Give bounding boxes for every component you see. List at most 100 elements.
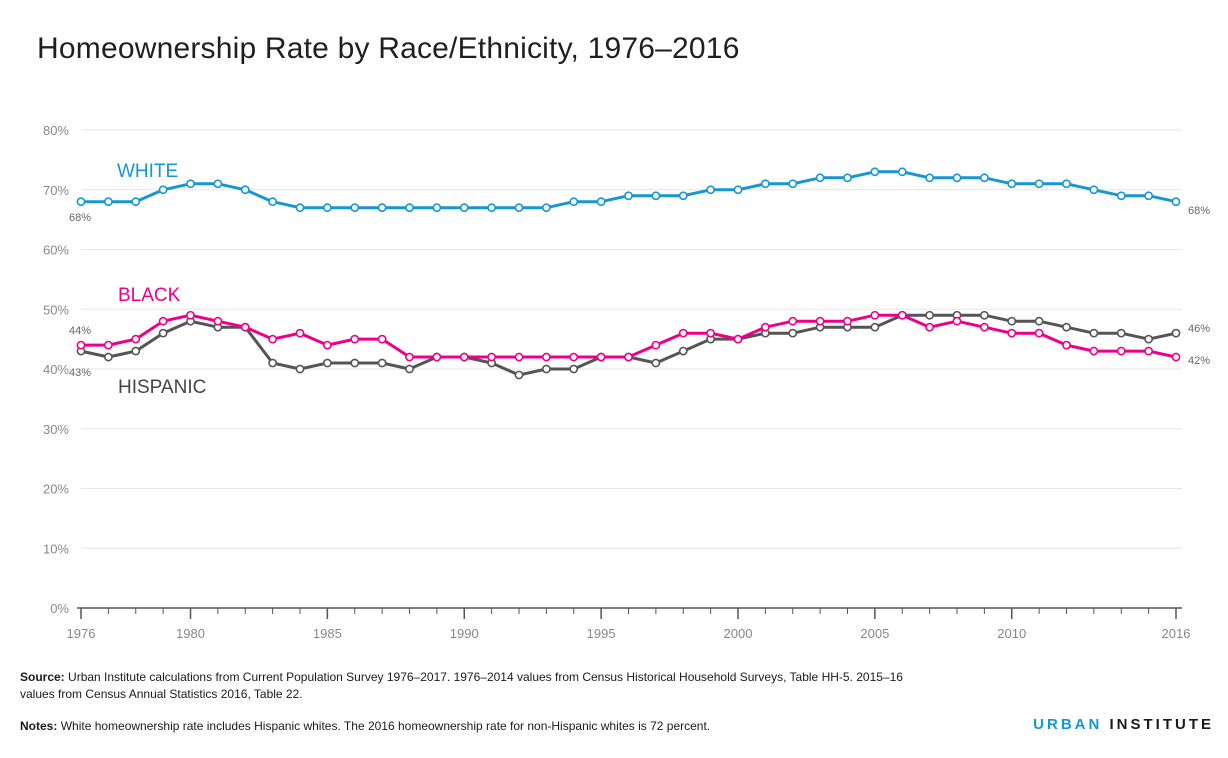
data-point-white [459,203,469,213]
data-point-black [1144,346,1154,356]
start-label-hispanic: 43% [69,367,91,379]
data-point-white [1171,197,1181,207]
data-point-white [1144,191,1154,201]
data-point-white [569,197,579,207]
data-point-black [541,352,551,362]
data-point-white [350,203,360,213]
data-point-black [815,316,825,326]
data-point-hispanic [103,352,113,362]
data-point-white [788,179,798,189]
data-point-white [131,197,141,207]
data-point-hispanic [377,358,387,368]
data-point-black [76,340,86,350]
data-point-hispanic [1171,328,1181,338]
data-point-black [186,310,195,320]
data-point-hispanic [1116,328,1126,338]
data-point-black [103,340,113,350]
data-point-white [843,173,852,183]
data-point-white [760,179,770,189]
data-point-white [897,167,907,177]
data-point-black [1089,346,1099,356]
data-point-black [459,352,469,362]
line-chart: 0% 10% 20% 30% 40% 50% 60% 70% 80% 1976 1980 1985 19… [43,123,1210,641]
y-tick-label: 80% [43,123,69,138]
data-point-black [870,310,880,320]
data-point-white [295,203,305,213]
data-point-black [377,334,387,344]
data-point-black [925,322,935,332]
data-point-black [322,340,332,350]
data-point-white [1116,191,1126,201]
end-label-white: 68% [1188,205,1210,217]
data-point-hispanic [925,310,935,320]
data-point-hispanic [651,358,661,368]
data-point-white [103,197,113,207]
data-point-hispanic [322,358,332,368]
data-point-hispanic [1034,316,1044,326]
data-point-black [733,334,743,344]
data-point-black [979,322,989,332]
y-tick-label: 0% [50,601,69,616]
y-tick-label: 40% [43,362,69,377]
start-label-white: 68% [69,212,91,224]
data-point-hispanic [541,364,551,374]
chart-title: Homeownership Rate by Race/Ethnicity, 19… [37,32,740,65]
series-label-white: WHITE [117,161,178,182]
x-tick-label: 1985 [313,626,342,641]
data-point-black [706,328,716,338]
start-label-black: 44% [69,325,91,337]
x-tick-label: 1995 [587,626,616,641]
data-point-white [1034,179,1044,189]
data-point-hispanic [1144,334,1154,344]
y-tick-label: 10% [43,541,69,556]
data-point-hispanic [678,346,688,356]
source-note: Source: Urban Institute calculations fro… [20,669,920,703]
data-point-white [76,197,86,207]
brand-institute: INSTITUTE [1109,716,1214,733]
data-point-black [158,316,168,326]
x-tick-label: 1980 [176,626,205,641]
data-point-white [541,203,551,213]
end-label-black: 42% [1188,355,1210,367]
y-tick-label: 70% [43,183,69,198]
notes: Notes: White homeownership rate includes… [20,718,710,735]
data-point-white [322,203,332,213]
data-point-black [952,316,962,326]
data-point-black [624,352,633,362]
data-point-black [295,328,305,338]
data-point-hispanic [158,328,168,338]
data-point-white [952,173,962,183]
data-point-white [158,185,168,195]
data-point-white [678,191,688,201]
data-point-hispanic [569,364,579,374]
data-point-white [432,203,442,213]
data-point-hispanic [350,358,360,368]
data-point-black [788,316,798,326]
data-point-hispanic [788,328,798,338]
data-point-hispanic [295,364,305,374]
data-point-white [815,173,825,183]
data-point-black [651,340,661,350]
data-point-white [733,185,743,195]
x-tick-label: 2010 [997,626,1026,641]
data-point-black [897,310,907,320]
data-point-hispanic [1007,316,1017,326]
y-tick-label: 50% [43,302,69,317]
data-point-white [706,185,716,195]
data-point-black [1007,328,1017,338]
end-label-hispanic: 46% [1188,323,1210,335]
data-point-black [760,322,770,332]
data-point-white [377,203,387,213]
data-point-black [131,334,141,344]
data-point-black [1062,340,1071,350]
data-point-white [1007,179,1017,189]
data-point-black [569,352,579,362]
brand-urban: URBAN [1033,716,1103,733]
data-point-black [514,352,524,362]
data-point-white [1089,185,1099,195]
data-point-black [240,322,250,332]
data-point-black [1171,352,1181,362]
notes-text: White homeownership rate includes Hispan… [60,719,711,733]
data-point-black [678,328,688,338]
data-point-black [1034,328,1044,338]
